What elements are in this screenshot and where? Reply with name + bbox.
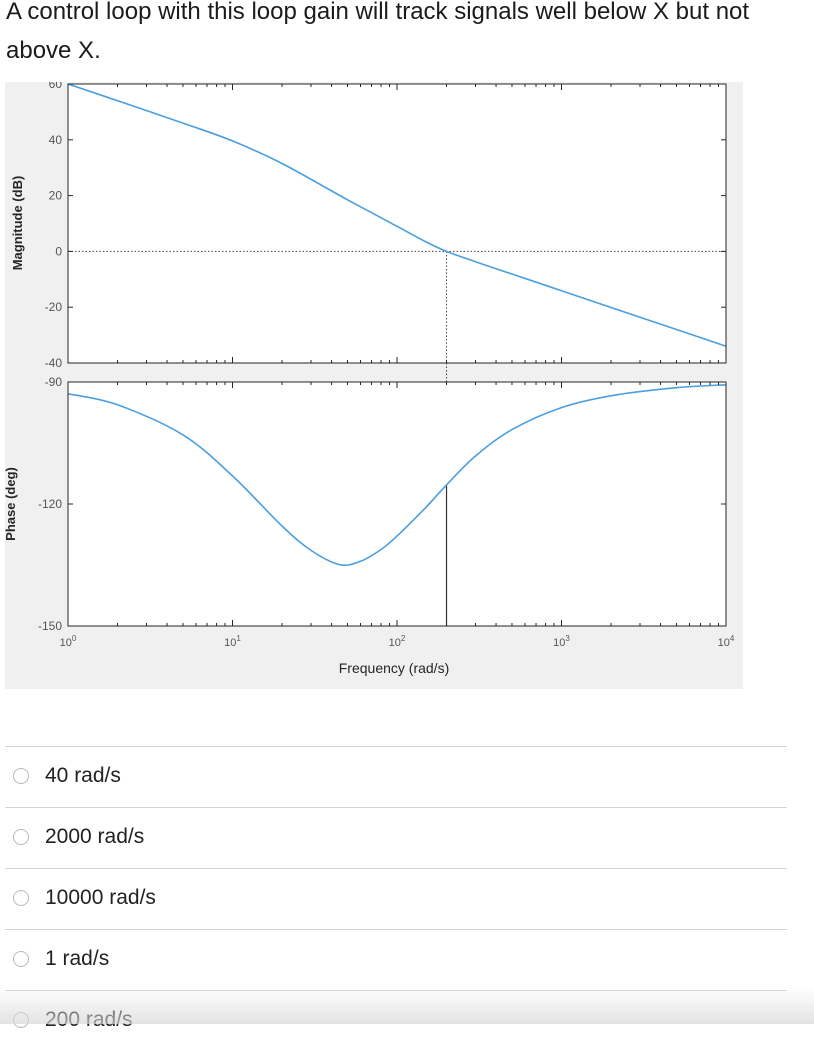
answer-option-label[interactable]: 10000 rad/s (45, 886, 156, 909)
radio-button-icon[interactable] (13, 1012, 29, 1028)
answer-option[interactable]: 200 rad/s (5, 990, 787, 1051)
magnitude-y-tick-label: 0 (55, 244, 62, 258)
radio-button-icon[interactable] (13, 829, 29, 845)
phase-axis-label: Phase (deg) (5, 467, 18, 541)
frequency-tick-label: 104 (718, 634, 735, 649)
frequency-tick-label: 100 (60, 634, 77, 649)
magnitude-axis-label: Magnitude (dB) (10, 176, 25, 271)
frequency-tick-label: 101 (224, 634, 241, 649)
answer-options: 40 rad/s 2000 rad/s 10000 rad/s 1 rad/s … (5, 746, 787, 1051)
frequency-axis-label: Frequency (rad/s) (339, 660, 449, 676)
frequency-tick-label: 103 (553, 634, 570, 649)
answer-option-label[interactable]: 1 rad/s (45, 947, 110, 970)
phase-y-tick-label: -90 (45, 375, 63, 389)
frequency-tick-label: 102 (389, 634, 406, 649)
magnitude-y-tick-label: 40 (49, 133, 63, 147)
phase-curve (67, 384, 727, 566)
answer-option-label[interactable]: 40 rad/s (45, 764, 121, 787)
bode-plot-figure: 60 40 20 0 -20 -40 -90 -120 -150 100 101 102 103 104 … (5, 82, 743, 689)
phase-axes-frame (67, 381, 727, 627)
magnitude-curve (67, 83, 727, 348)
magnitude-y-tick-label: 60 (49, 82, 63, 91)
phase-y-tick-label: -120 (38, 497, 62, 511)
magnitude-y-tick-label: 20 (49, 189, 63, 203)
magnitude-y-tick-label: -20 (45, 300, 63, 314)
magnitude-y-tick-label: -40 (45, 356, 63, 370)
answer-option[interactable]: 10000 rad/s (5, 868, 787, 929)
phase-axes-background (68, 382, 726, 626)
radio-button-icon[interactable] (13, 890, 29, 906)
question-text: A control loop with this loop gain will … (6, 0, 750, 64)
answer-option[interactable]: 1 rad/s (5, 929, 787, 990)
answer-option[interactable]: 2000 rad/s (5, 807, 787, 868)
phase-y-tick-label: -150 (38, 619, 62, 633)
radio-button-icon[interactable] (13, 768, 29, 784)
magnitude-axes-background (68, 84, 726, 363)
magnitude-axes-frame (67, 83, 727, 364)
answer-option-label[interactable]: 2000 rad/s (45, 825, 145, 848)
answer-option-label[interactable]: 200 rad/s (45, 1008, 133, 1031)
answer-option[interactable]: 40 rad/s (5, 746, 787, 807)
radio-button-icon[interactable] (13, 951, 29, 967)
